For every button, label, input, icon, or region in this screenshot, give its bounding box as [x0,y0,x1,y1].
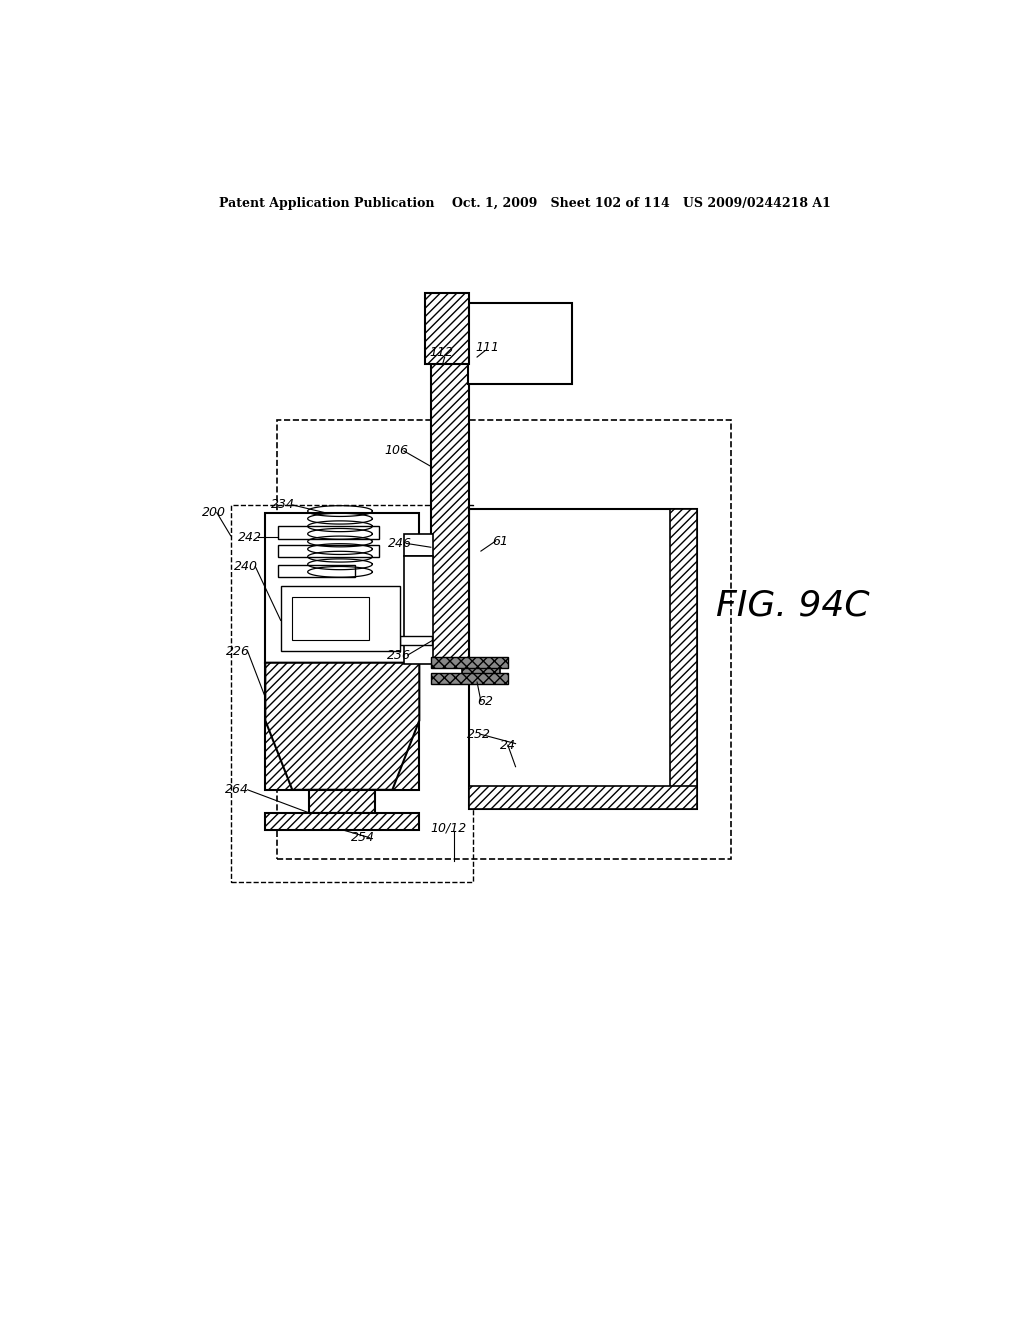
Bar [469,508,696,809]
Text: Patent Application Publication    Oct. 1, 2009   Sheet 102 of 114   US 2009/0244: Patent Application Publication Oct. 1, 2… [219,197,830,210]
Text: FIG. 94C: FIG. 94C [716,587,869,622]
Bar [462,661,500,682]
Bar [431,673,508,684]
Text: 234: 234 [271,499,295,511]
Text: 24: 24 [500,739,516,751]
Text: 236: 236 [386,648,411,661]
Polygon shape [265,663,419,789]
Bar [276,420,731,859]
Bar [403,556,433,664]
Text: 240: 240 [234,560,258,573]
Text: 252: 252 [467,727,492,741]
Bar [281,586,400,651]
Text: 112: 112 [430,346,454,359]
Bar [403,535,433,556]
Bar [265,663,419,789]
Bar [400,636,432,645]
Text: 264: 264 [225,783,249,796]
Bar [230,506,473,882]
Bar [279,545,379,557]
Text: 111: 111 [476,341,500,354]
Bar [279,527,379,539]
Text: 242: 242 [238,531,262,544]
Bar [431,656,508,668]
Text: 246: 246 [388,537,412,550]
Bar [670,508,696,809]
Bar [469,785,696,809]
Text: 226: 226 [226,644,250,657]
Bar [468,304,571,384]
Bar [279,565,355,577]
Text: 62: 62 [477,694,493,708]
Bar [265,512,419,663]
Text: 254: 254 [351,832,375,843]
Text: 61: 61 [493,535,508,548]
Bar [425,293,469,364]
Bar [292,597,370,640]
Bar [265,813,419,830]
Text: 106: 106 [384,445,409,458]
Bar [431,323,469,663]
Text: 10/12: 10/12 [430,822,467,834]
Bar [309,789,375,813]
Text: 200: 200 [202,506,225,519]
